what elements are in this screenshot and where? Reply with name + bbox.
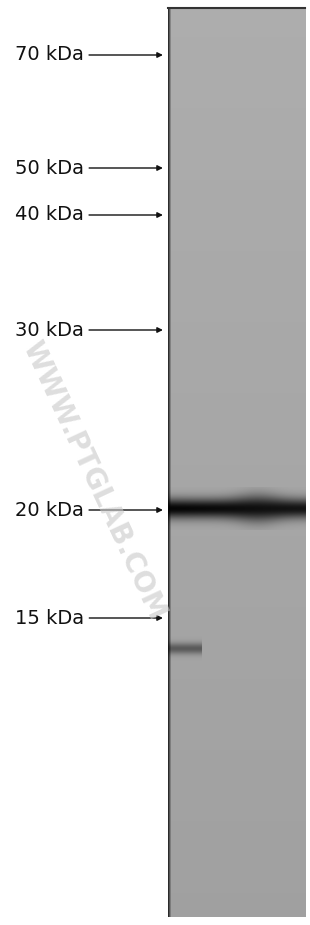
Text: WWW.PTGLAB.COM: WWW.PTGLAB.COM bbox=[17, 337, 171, 625]
Text: 30 kDa: 30 kDa bbox=[15, 320, 162, 339]
Text: 20 kDa: 20 kDa bbox=[15, 500, 162, 520]
Text: 50 kDa: 50 kDa bbox=[15, 158, 162, 178]
Text: 40 kDa: 40 kDa bbox=[15, 205, 162, 225]
Text: 70 kDa: 70 kDa bbox=[15, 45, 162, 65]
Text: 15 kDa: 15 kDa bbox=[15, 609, 162, 627]
